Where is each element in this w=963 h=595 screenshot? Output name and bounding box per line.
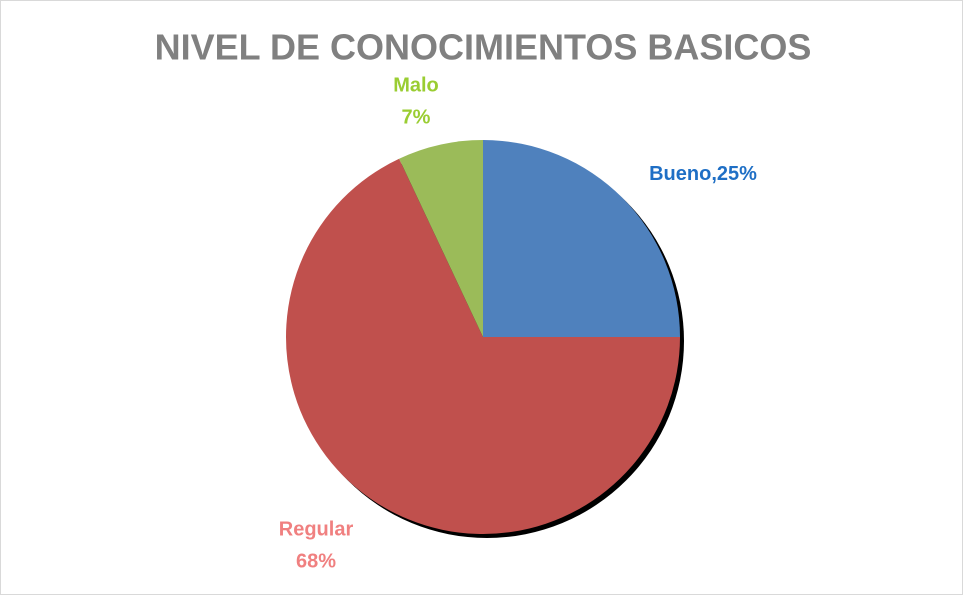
pie-slice: [399, 140, 483, 337]
chart-title: NIVEL DE CONOCIMIENTOS BASICOS: [155, 27, 812, 68]
pie-slice: [483, 140, 680, 337]
data-label-category: Malo: [393, 74, 439, 96]
data-label: Bueno,25%: [649, 163, 757, 185]
data-label-value: 7%: [402, 106, 431, 128]
pie-slice: [285, 158, 680, 534]
data-label-value: ,25%: [711, 163, 757, 185]
data-label-category: Bueno: [649, 163, 711, 185]
data-label-value: 68%: [296, 550, 336, 572]
data-label-category: Regular: [279, 518, 354, 540]
